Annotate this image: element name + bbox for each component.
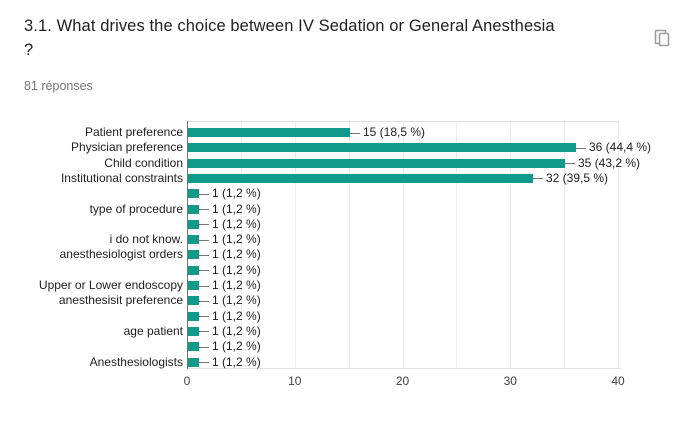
bar [188,158,565,168]
category-label: Patient preference [84,125,183,139]
value-label: 1 (1,2 %) [212,262,261,277]
leader-line [199,239,209,241]
gridline [510,121,512,368]
question-title-line1: 3.1. What drives the choice between IV S… [24,17,555,35]
bar [188,189,199,199]
answers-bar-chart: Patient preference 15 (18,5 %) Physician p… [0,121,696,401]
plot-border-top [187,121,618,122]
plot-border-bottom [187,368,621,369]
value-label: 15 (18,5 %) [363,125,426,139]
value-label: 1 (1,2 %) [212,247,261,262]
category-label: Upper or Lower endoscopy [38,278,183,292]
bar [188,311,199,321]
question-title-line2: ? [24,41,34,59]
x-tick-label: 20 [395,374,410,388]
value-label: 1 (1,2 %) [212,293,261,308]
bar [188,128,350,137]
value-label: 1 (1,2 %) [212,308,261,323]
bar [188,342,199,352]
leader-line [533,178,543,180]
leader-line [199,193,209,195]
leader-line [199,285,209,287]
bar [188,357,199,367]
responses-count: 81 réponses [24,79,93,93]
bar [188,235,199,245]
bar [188,143,576,153]
category-label: age patient [123,323,183,338]
leader-line [199,254,209,256]
x-tick-label: 40 [611,374,625,388]
x-tick-label: 30 [503,374,517,388]
value-label: 1 (1,2 %) [212,323,261,338]
question-title: 3.1. What drives the choice between IV S… [24,14,634,62]
category-label: Child condition [104,155,183,170]
gridline [402,121,404,368]
value-label: 1 (1,2 %) [212,216,261,231]
gridline [564,121,566,368]
category-label: i do not know. [109,232,183,247]
bar [188,265,199,275]
gridline [456,121,458,368]
bar [188,281,199,290]
value-label: 1 (1,2 %) [212,186,261,201]
x-tick-label: 0 [183,374,191,388]
bar [188,219,199,229]
leader-line [199,300,209,302]
leader-line [199,331,209,333]
bar [188,173,533,183]
leader-line [199,346,209,348]
bar [188,296,199,306]
leader-line [199,270,209,272]
bar [188,204,199,214]
leader-line [199,209,209,210]
value-label: 1 (1,2 %) [212,339,261,354]
leader-line [199,316,209,318]
leader-line [350,132,360,134]
value-label: 36 (44,4 %) [589,140,652,155]
category-label: anesthesisit preference [58,293,183,308]
bar [188,326,199,336]
category-label: Anesthesiologists [89,354,183,369]
category-label: anesthesiologist orders [59,247,183,262]
y-axis-line [187,121,188,369]
leader-line [199,362,209,363]
x-tick-label: 10 [288,374,302,388]
copy-button[interactable] [648,24,676,52]
category-label: Institutional constraints [60,170,183,185]
gridline [618,121,619,368]
content-copy-icon [654,29,670,47]
value-label: 1 (1,2 %) [212,232,261,247]
gridline [294,121,296,368]
leader-line [565,163,575,165]
category-label: type of procedure [89,201,183,216]
value-label: 1 (1,2 %) [212,354,261,369]
value-label: 1 (1,2 %) [212,201,261,216]
value-label: 1 (1,2 %) [212,278,261,292]
bar [188,250,199,260]
leader-line [199,224,209,226]
value-label: 32 (39,5 %) [546,170,609,185]
value-label: 35 (43,2 %) [578,155,641,170]
gridline [348,121,350,368]
leader-line [576,147,586,149]
category-label: Physician preference [70,140,183,155]
gridline [240,121,242,368]
